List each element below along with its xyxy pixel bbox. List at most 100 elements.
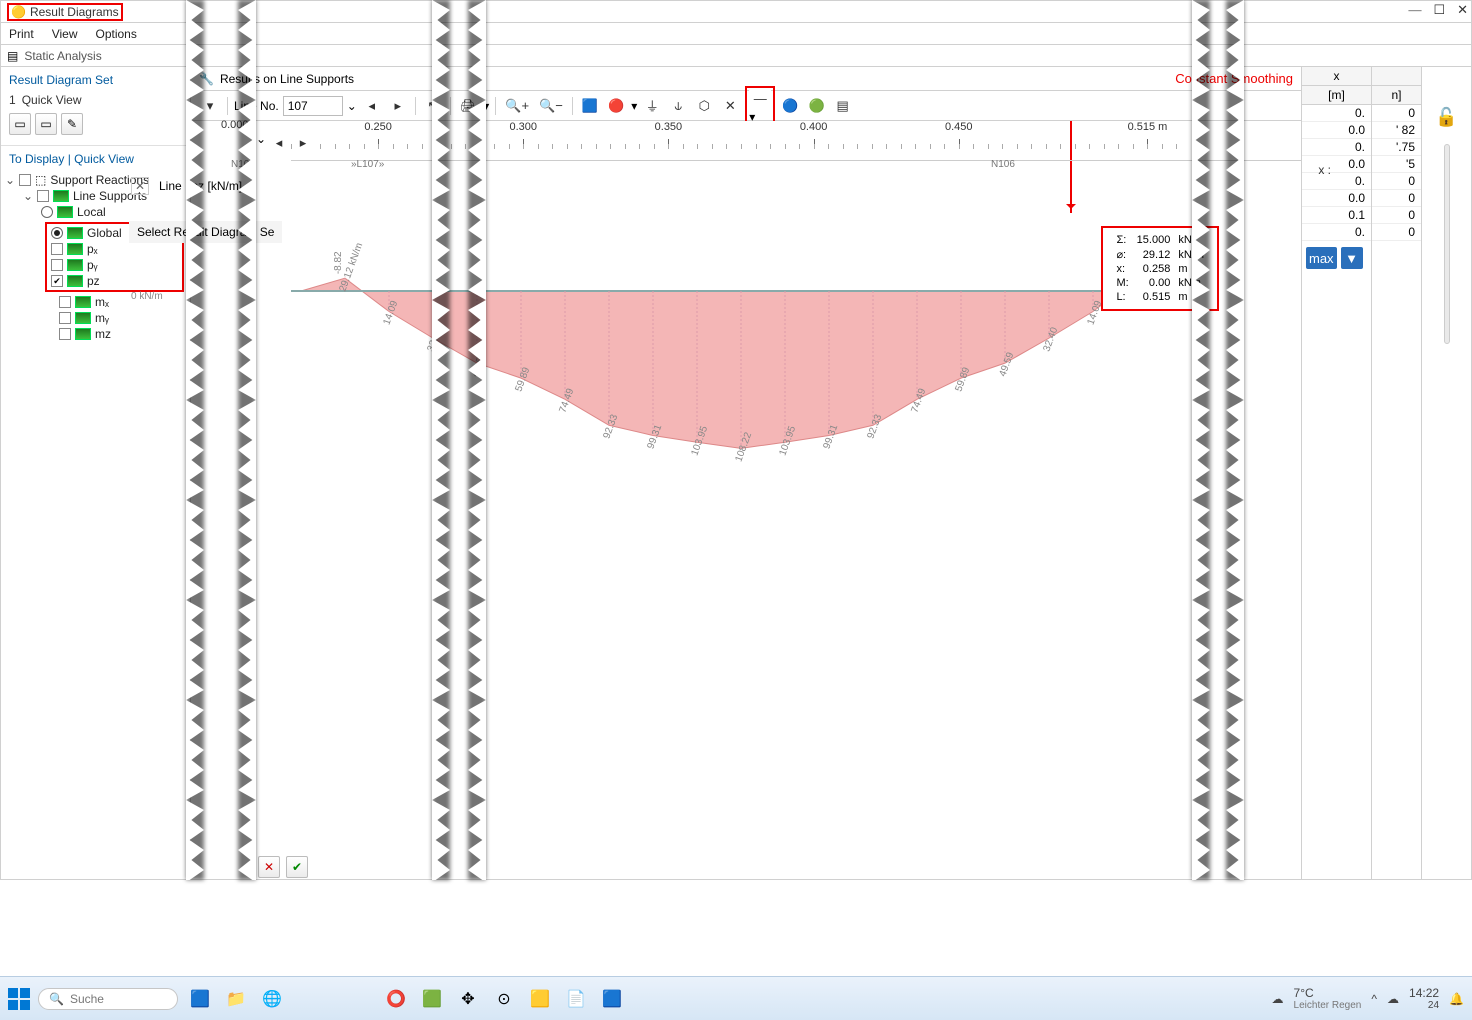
task-icon[interactable]: 🟩 — [418, 985, 446, 1013]
minimize-button[interactable]: — — [1408, 2, 1421, 18]
ruler: 0.2500.3000.3500.4000.4500.515 m — [291, 121, 1301, 161]
line-no-label: Line No. — [234, 99, 279, 113]
menu-print[interactable]: Print — [9, 27, 34, 41]
zoom-out-tool[interactable]: 🔍− — [536, 95, 566, 117]
analysis-icon: ▤ — [7, 49, 18, 63]
delete-button[interactable]: ✕ — [258, 856, 280, 878]
tree-py[interactable]: pᵧ — [87, 258, 98, 272]
dropdown-icon[interactable]: ▾ — [631, 99, 637, 113]
clock-time: 14:22 — [1409, 986, 1439, 1000]
toolbar-btn-2[interactable]: ▭ — [35, 113, 57, 135]
pointer-tool[interactable]: ↖ — [422, 95, 444, 117]
node-left: N106 — [231, 159, 255, 170]
prev-button[interactable]: ◂ — [361, 95, 383, 117]
task-icon[interactable]: 🌐 — [258, 985, 286, 1013]
tree-mx[interactable]: mₓ — [95, 295, 109, 309]
tool-i[interactable]: ▤ — [832, 95, 854, 117]
support-icon — [57, 206, 73, 218]
next-button[interactable]: ▸ — [387, 95, 409, 117]
print-tool[interactable]: 🖨 — [457, 95, 480, 117]
task-icon[interactable]: 📄 — [562, 985, 590, 1013]
checkbox-my[interactable] — [59, 312, 71, 324]
tool-d[interactable]: ⫝ — [667, 95, 689, 117]
menu-view[interactable]: View — [52, 27, 78, 41]
tray-cloud-icon[interactable]: ☁ — [1387, 992, 1399, 1006]
tool-btn[interactable]: ▾ — [199, 95, 221, 117]
quickview-label[interactable]: Quick View — [22, 93, 82, 107]
constant-smoothing-button[interactable]: — — [749, 88, 771, 110]
tree-global[interactable]: Global — [87, 226, 122, 240]
tool-a[interactable]: 🟦 — [579, 95, 601, 117]
dropdown-icon[interactable]: ⌄ — [347, 99, 357, 113]
window-title: Result Diagrams — [30, 5, 119, 19]
support-icon — [67, 227, 83, 239]
support-icon — [67, 275, 83, 287]
tool-g[interactable]: 🔵 — [779, 95, 801, 117]
line-support-icon — [53, 190, 69, 202]
task-icon[interactable]: ✥ — [454, 985, 482, 1013]
svg-text:-8.82: -8.82 — [333, 251, 344, 274]
annotation-constant-smoothing: Constant Smoothing — [1175, 71, 1293, 86]
tool-c[interactable]: ⏚ — [641, 95, 663, 117]
tree-px[interactable]: pₓ — [87, 242, 98, 256]
task-icon[interactable]: 🟨 — [526, 985, 554, 1013]
max-button[interactable]: max — [1306, 247, 1337, 269]
start-button[interactable] — [8, 988, 30, 1010]
line-no-input[interactable] — [283, 96, 343, 116]
tool-e[interactable]: ⬡ — [693, 95, 715, 117]
weather-icon[interactable]: ☁ — [1272, 992, 1284, 1006]
tool-f[interactable]: ✕ — [719, 95, 741, 117]
checkbox[interactable] — [19, 174, 31, 186]
confirm-button[interactable]: ✔ — [286, 856, 308, 878]
radio-local[interactable] — [41, 206, 53, 218]
task-icon[interactable]: ⊙ — [490, 985, 518, 1013]
search-icon: 🔍 — [49, 992, 64, 1006]
maximize-button[interactable]: ☐ — [1433, 2, 1445, 18]
task-icon[interactable]: 🟦 — [186, 985, 214, 1013]
task-icon[interactable]: 🟦 — [598, 985, 626, 1013]
chart-toolbar: ▾ Line No. ⌄ ◂ ▸ ↖ 🖨 ▾ 🔍+ 🔍− 🟦 — [191, 91, 1301, 121]
checkbox[interactable] — [37, 190, 49, 202]
result-diagram-set-header: Result Diagram Set — [1, 67, 190, 91]
dropdown-icon[interactable]: ⌄ — [256, 132, 266, 154]
close-diagram-button[interactable]: ✕ — [131, 177, 149, 195]
radio-global[interactable] — [51, 227, 63, 239]
caret-icon[interactable]: ⌄ — [23, 189, 33, 203]
tool-h[interactable]: 🟢 — [805, 95, 827, 117]
smoothing-button-highlight: — ▾ — [745, 86, 775, 126]
analysis-label[interactable]: Static Analysis — [24, 49, 101, 63]
toolbar-btn-3[interactable]: ✎ — [61, 113, 83, 135]
menubar: Print View Options — [1, 23, 1471, 45]
select-result-label[interactable]: Select Result Diagram Se — [137, 225, 274, 239]
taskbar-search[interactable]: 🔍 Suche — [38, 988, 178, 1010]
next-set-button[interactable]: ▸ — [292, 132, 314, 154]
line-tag: »L107» — [351, 159, 384, 170]
checkbox-px[interactable] — [51, 243, 63, 255]
close-button[interactable]: ✕ — [1457, 2, 1468, 18]
lock-icon[interactable]: 🔓 — [1435, 107, 1457, 128]
tool-b[interactable]: 🔴 — [605, 95, 627, 117]
checkbox-pz[interactable]: ✔ — [51, 275, 63, 287]
scrollbar[interactable] — [1444, 144, 1450, 344]
checkbox-mx[interactable] — [59, 296, 71, 308]
task-icon[interactable]: ⭕ — [382, 985, 410, 1013]
support-icon — [75, 312, 91, 324]
checkbox-mz[interactable] — [59, 328, 71, 340]
task-icon[interactable]: 📁 — [222, 985, 250, 1013]
menu-options[interactable]: Options — [95, 27, 136, 41]
tray-chevron-icon[interactable]: ^ — [1371, 992, 1377, 1006]
filter-button[interactable]: ▼ — [1341, 247, 1363, 269]
dropdown-icon[interactable]: ▾ — [483, 99, 489, 113]
tree-my[interactable]: mᵧ — [95, 311, 109, 325]
caret-icon[interactable]: ⌄ — [5, 173, 15, 187]
notification-icon[interactable]: 🔔 — [1449, 992, 1464, 1006]
tree-pz[interactable]: pᴢ — [87, 274, 100, 288]
tree-local[interactable]: Local — [77, 205, 106, 219]
taskbar: 🔍 Suche 🟦 📁 🌐 ⭕ 🟩 ✥ ⊙ 🟨 📄 🟦 ☁ 7°C Leicht… — [0, 976, 1472, 1020]
tree-mz[interactable]: mᴢ — [95, 327, 111, 341]
zoom-in-tool[interactable]: 🔍+ — [502, 95, 532, 117]
titlebar: 🟡 Result Diagrams — ☐ ✕ — [1, 1, 1471, 23]
prev-set-button[interactable]: ◂ — [268, 132, 290, 154]
toolbar-btn-1[interactable]: ▭ — [9, 113, 31, 135]
checkbox-py[interactable] — [51, 259, 63, 271]
